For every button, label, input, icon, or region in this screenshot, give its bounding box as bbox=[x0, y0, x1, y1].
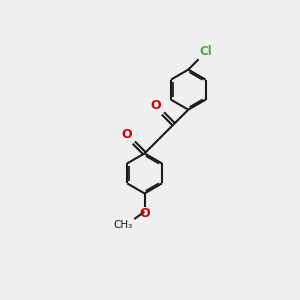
Text: Cl: Cl bbox=[200, 45, 212, 58]
Text: O: O bbox=[139, 207, 150, 220]
Text: O: O bbox=[121, 128, 132, 141]
Text: O: O bbox=[151, 99, 161, 112]
Text: CH₃: CH₃ bbox=[113, 220, 133, 230]
